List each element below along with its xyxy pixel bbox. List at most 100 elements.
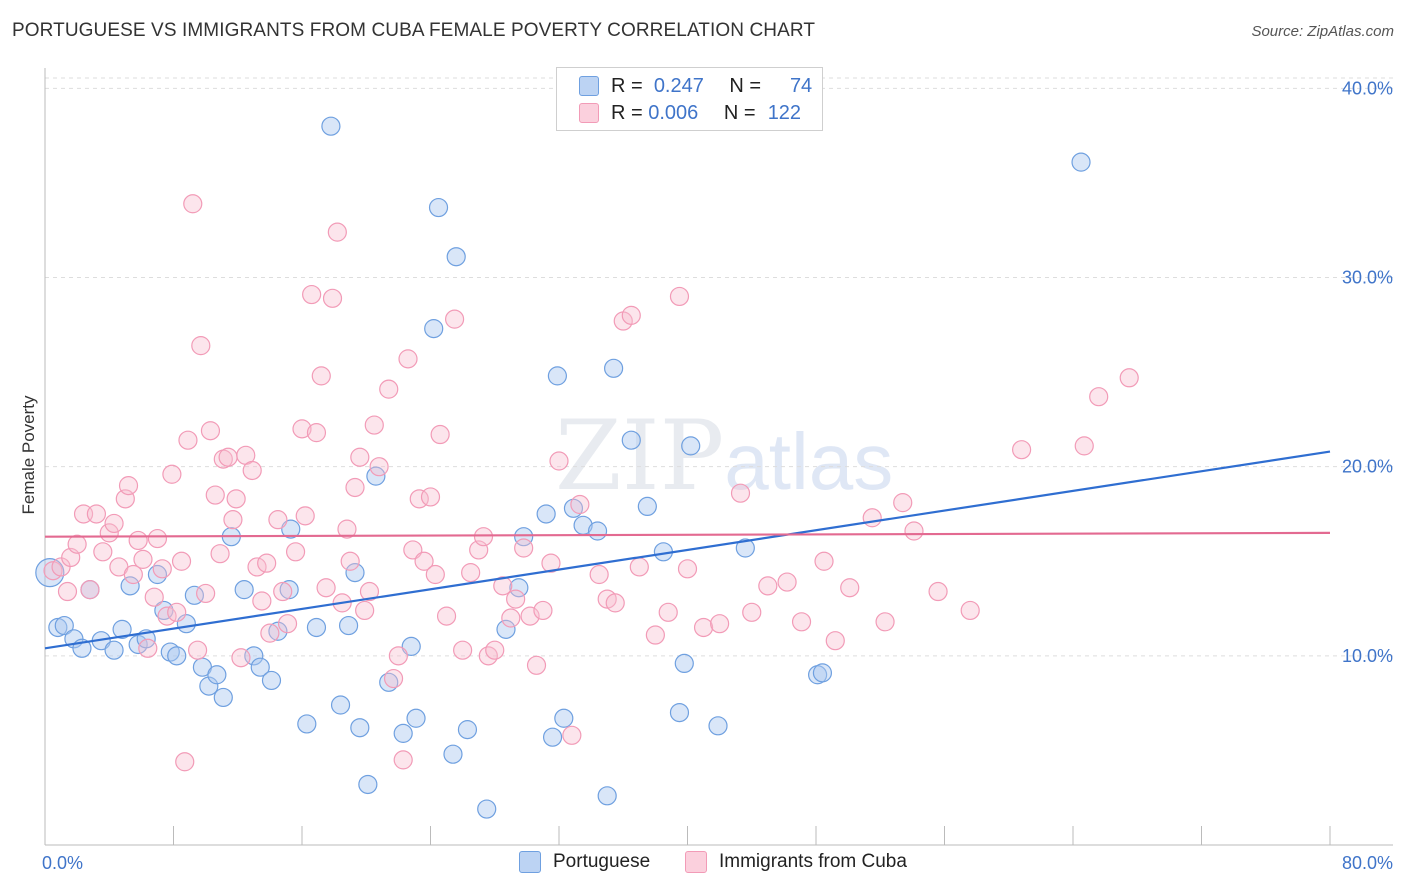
point-cuba xyxy=(322,288,343,308)
legend-swatch-portuguese xyxy=(579,76,599,96)
point-cuba xyxy=(178,430,198,450)
point-cuba xyxy=(93,542,113,562)
point-cuba xyxy=(171,551,192,571)
point-portuguese xyxy=(281,519,301,539)
legend-label-cuba: Immigrants from Cuba xyxy=(719,851,907,872)
point-portuguese xyxy=(547,366,567,386)
point-cuba xyxy=(928,581,948,602)
point-portuguese xyxy=(167,646,187,666)
point-portuguese xyxy=(542,727,563,747)
point-cuba xyxy=(453,640,473,660)
point-cuba xyxy=(549,451,569,471)
point-portuguese xyxy=(597,786,617,806)
point-cuba xyxy=(1089,387,1109,407)
point-cuba xyxy=(562,725,582,745)
watermark: ZIPatlas xyxy=(555,400,893,512)
point-cuba xyxy=(369,457,389,477)
point-cuba xyxy=(337,519,357,539)
point-cuba xyxy=(306,423,327,443)
point-cuba xyxy=(589,564,609,585)
point-cuba xyxy=(444,309,465,329)
point-cuba xyxy=(1011,440,1032,460)
point-cuba xyxy=(904,521,924,541)
point-portuguese xyxy=(496,619,516,639)
point-cuba xyxy=(669,286,690,307)
point-portuguese xyxy=(708,716,728,736)
legend-row-cuba: R = 0.006 N = 122 xyxy=(579,100,801,126)
point-cuba xyxy=(1074,436,1094,456)
source-label: Source: ZipAtlas.com xyxy=(1251,23,1394,40)
legend-n-label: N = xyxy=(729,74,762,97)
legend-swatch-portuguese xyxy=(519,851,541,873)
legend-r-label: R = xyxy=(611,74,643,97)
legend-n-label: N = xyxy=(723,101,756,124)
point-portuguese xyxy=(446,247,466,267)
legend-r-value: 0.247 xyxy=(653,74,704,97)
point-portuguese xyxy=(735,538,755,558)
point-cuba xyxy=(187,640,208,660)
point-cuba xyxy=(840,578,860,598)
point-cuba xyxy=(345,477,365,498)
point-portuguese xyxy=(120,576,140,596)
y-tick-label: 40.0% xyxy=(1342,78,1393,98)
trend-lines xyxy=(44,450,1331,650)
point-cuba xyxy=(133,549,153,569)
point-cuba xyxy=(67,534,87,554)
point-cuba xyxy=(541,553,561,573)
point-cuba xyxy=(658,602,678,622)
point-cuba xyxy=(526,655,547,675)
point-cuba xyxy=(777,572,797,592)
point-portuguese xyxy=(297,714,317,734)
point-portuguese xyxy=(604,358,624,378)
y-tick-label: 30.0% xyxy=(1342,268,1393,288)
point-cuba xyxy=(388,646,408,666)
point-cuba xyxy=(514,538,534,558)
watermark-zip: ZIP xyxy=(555,400,725,512)
point-cuba xyxy=(393,750,413,770)
point-cuba xyxy=(147,528,168,549)
point-portuguese xyxy=(587,521,608,541)
trend-line-portuguese xyxy=(44,450,1331,650)
point-portuguese xyxy=(674,653,694,674)
point-cuba xyxy=(485,640,505,660)
point-cuba xyxy=(292,419,312,439)
point-portuguese xyxy=(345,563,365,583)
point-cuba xyxy=(200,421,221,441)
point-cuba xyxy=(252,591,272,611)
point-cuba xyxy=(645,625,665,645)
point-cuba xyxy=(398,349,418,369)
point-cuba xyxy=(414,551,434,571)
point-cuba xyxy=(223,510,243,530)
point-cuba xyxy=(257,553,277,573)
legend-label-portuguese: Portuguese xyxy=(553,851,651,872)
point-cuba xyxy=(629,557,649,577)
legend-n-value: 122 xyxy=(767,101,802,124)
point-portuguese xyxy=(358,774,378,795)
point-portuguese xyxy=(112,619,132,639)
grid xyxy=(45,77,1393,657)
point-cuba xyxy=(242,460,262,481)
point-cuba xyxy=(183,194,203,214)
point-cuba xyxy=(960,600,980,621)
point-cuba xyxy=(104,513,124,534)
point-portuguese xyxy=(330,695,351,715)
point-cuba xyxy=(316,578,336,598)
point-cuba xyxy=(247,557,267,577)
point-cuba xyxy=(86,504,107,524)
point-cuba xyxy=(364,415,384,435)
point-portuguese xyxy=(669,702,690,723)
point-portuguese xyxy=(477,799,497,819)
y-tick-label: 10.0% xyxy=(1342,646,1393,666)
point-cuba xyxy=(80,580,100,600)
axes: 10.0% 20.0% 30.0% 40.0% 0.0% 80.0% xyxy=(42,68,1393,873)
point-portuguese xyxy=(681,436,701,456)
point-portuguese xyxy=(554,708,574,728)
point-cuba xyxy=(893,493,913,513)
point-cuba xyxy=(152,559,172,579)
chart-title: PORTUGUESE VS IMMIGRANTS FROM CUBA FEMAL… xyxy=(12,20,816,41)
point-portuguese xyxy=(321,116,341,136)
point-portuguese xyxy=(35,558,65,588)
y-tick-label: 20.0% xyxy=(1342,457,1393,477)
point-portuguese xyxy=(250,657,270,677)
point-cuba xyxy=(403,540,423,560)
